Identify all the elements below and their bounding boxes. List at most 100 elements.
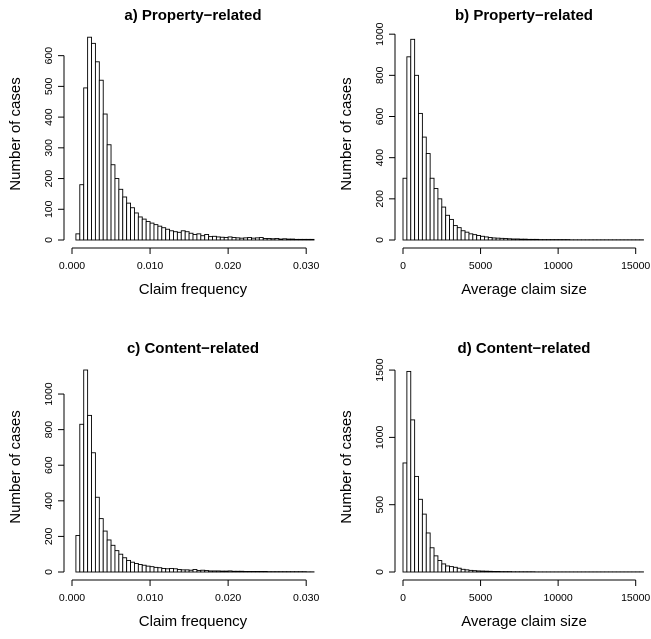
histogram-bar: [215, 570, 221, 573]
y-tick-label: 0: [374, 237, 386, 243]
histogram-bar: [433, 188, 439, 241]
histogram-bar: [231, 237, 237, 241]
y-axis-label: Number of cases: [7, 77, 24, 190]
histogram-bar: [192, 234, 198, 241]
histogram-bar: [410, 38, 416, 241]
histogram-bar: [134, 563, 139, 573]
histogram-bar: [518, 238, 524, 241]
histogram-bar: [262, 238, 268, 241]
y-axis-label: Number of cases: [338, 410, 355, 523]
histogram-bar: [208, 236, 213, 241]
histogram-bar: [141, 218, 147, 241]
histogram-bar: [282, 238, 288, 241]
x-tick-label: 0.020: [215, 592, 241, 604]
histogram-bar: [173, 568, 178, 573]
histogram-bar: [169, 567, 174, 573]
histogram-bar: [165, 228, 171, 241]
histogram-bar: [204, 570, 210, 573]
histogram-bar: [425, 532, 431, 573]
histogram-bar: [196, 570, 202, 573]
x-axis-label: Claim frequency: [139, 613, 248, 630]
histogram-bar: [134, 212, 139, 241]
histogram-bar: [176, 569, 182, 573]
histogram-bar: [286, 238, 292, 241]
histogram-bar: [153, 566, 159, 573]
histogram-bars: [75, 369, 315, 573]
histogram-bar: [495, 237, 501, 241]
x-tick-label: 0.010: [137, 260, 163, 272]
histogram-bar: [437, 198, 443, 241]
histogram-bar: [452, 566, 458, 573]
histogram-bar: [75, 535, 81, 573]
x-tick-label: 0.000: [59, 592, 85, 604]
chart-panel-1: a) Property−related 0.000 0.010 0.020 0.030 C…: [7, 7, 319, 298]
y-tick-label: 400: [374, 149, 386, 167]
histogram-bar: [110, 544, 116, 573]
histogram-bar: [258, 571, 264, 573]
histogram-bar: [141, 564, 147, 573]
histogram-bar: [149, 566, 155, 573]
histogram-bar: [258, 237, 264, 241]
histogram-bar: [98, 79, 104, 241]
histogram-bar: [290, 238, 295, 241]
histogram-bar: [270, 238, 276, 241]
histogram-bar: [106, 539, 112, 573]
histogram-bar: [91, 42, 96, 241]
histogram-bars: [402, 370, 644, 573]
histogram-bar: [161, 567, 167, 573]
histogram-bar: [126, 559, 131, 573]
y-tick-label: 0: [374, 569, 386, 575]
histogram-bar: [251, 571, 256, 573]
histogram-bar: [114, 550, 120, 573]
histogram-bar: [200, 235, 206, 241]
histogram-bar: [153, 224, 159, 241]
histogram-bar: [200, 569, 206, 573]
histogram-bar: [188, 232, 194, 241]
histogram-bar: [204, 234, 210, 241]
x-tick-label: 10000: [544, 592, 573, 604]
histogram-bar: [456, 227, 462, 241]
histogram-bar: [483, 570, 489, 573]
y-axis-label: Number of cases: [338, 77, 355, 190]
histogram-bar: [472, 234, 478, 241]
histogram-bar: [418, 498, 423, 573]
histogram-bar: [266, 238, 272, 241]
y-tick-label: 1000: [43, 382, 55, 406]
y-tick-label: 600: [43, 456, 55, 474]
histogram-bar: [126, 202, 131, 241]
histogram-bar: [180, 569, 186, 573]
y-tick-label: 200: [43, 170, 55, 188]
y-tick-label: 1000: [374, 22, 386, 46]
x-tick-label: 0.010: [137, 592, 163, 604]
chart-panel-3: c) Content−related 0.000 0.010 0.020 0.030 Cl…: [7, 340, 319, 630]
histogram-bar: [145, 221, 151, 241]
histogram-bar: [297, 238, 303, 241]
histogram-bar: [262, 571, 268, 573]
histogram-bar: [227, 236, 233, 241]
y-tick-label: 1000: [374, 426, 386, 450]
histogram-bar: [83, 87, 89, 241]
panel-title: a) Property−related: [124, 7, 261, 24]
panel-title: d) Content−related: [458, 340, 591, 357]
histogram-bar: [476, 235, 482, 241]
histogram-bar: [255, 237, 260, 241]
histogram-bar: [511, 238, 516, 241]
histogram-bar: [534, 238, 540, 241]
histogram-bar: [460, 568, 466, 573]
histogram-bar: [79, 184, 85, 241]
x-tick-label: 0: [400, 260, 406, 272]
histogram-bar: [91, 452, 96, 573]
histogram-bar: [169, 230, 174, 241]
histogram-bar: [464, 569, 470, 573]
histogram-bar: [247, 237, 252, 241]
histogram-bar: [157, 567, 163, 573]
y-tick-label: 600: [374, 108, 386, 126]
histogram-bar: [433, 555, 439, 573]
x-tick-label: 5000: [469, 592, 493, 604]
y-tick-label: 200: [374, 190, 386, 208]
histogram-bar: [491, 237, 497, 241]
histogram-bar: [87, 414, 92, 573]
histogram-bar: [212, 570, 217, 573]
